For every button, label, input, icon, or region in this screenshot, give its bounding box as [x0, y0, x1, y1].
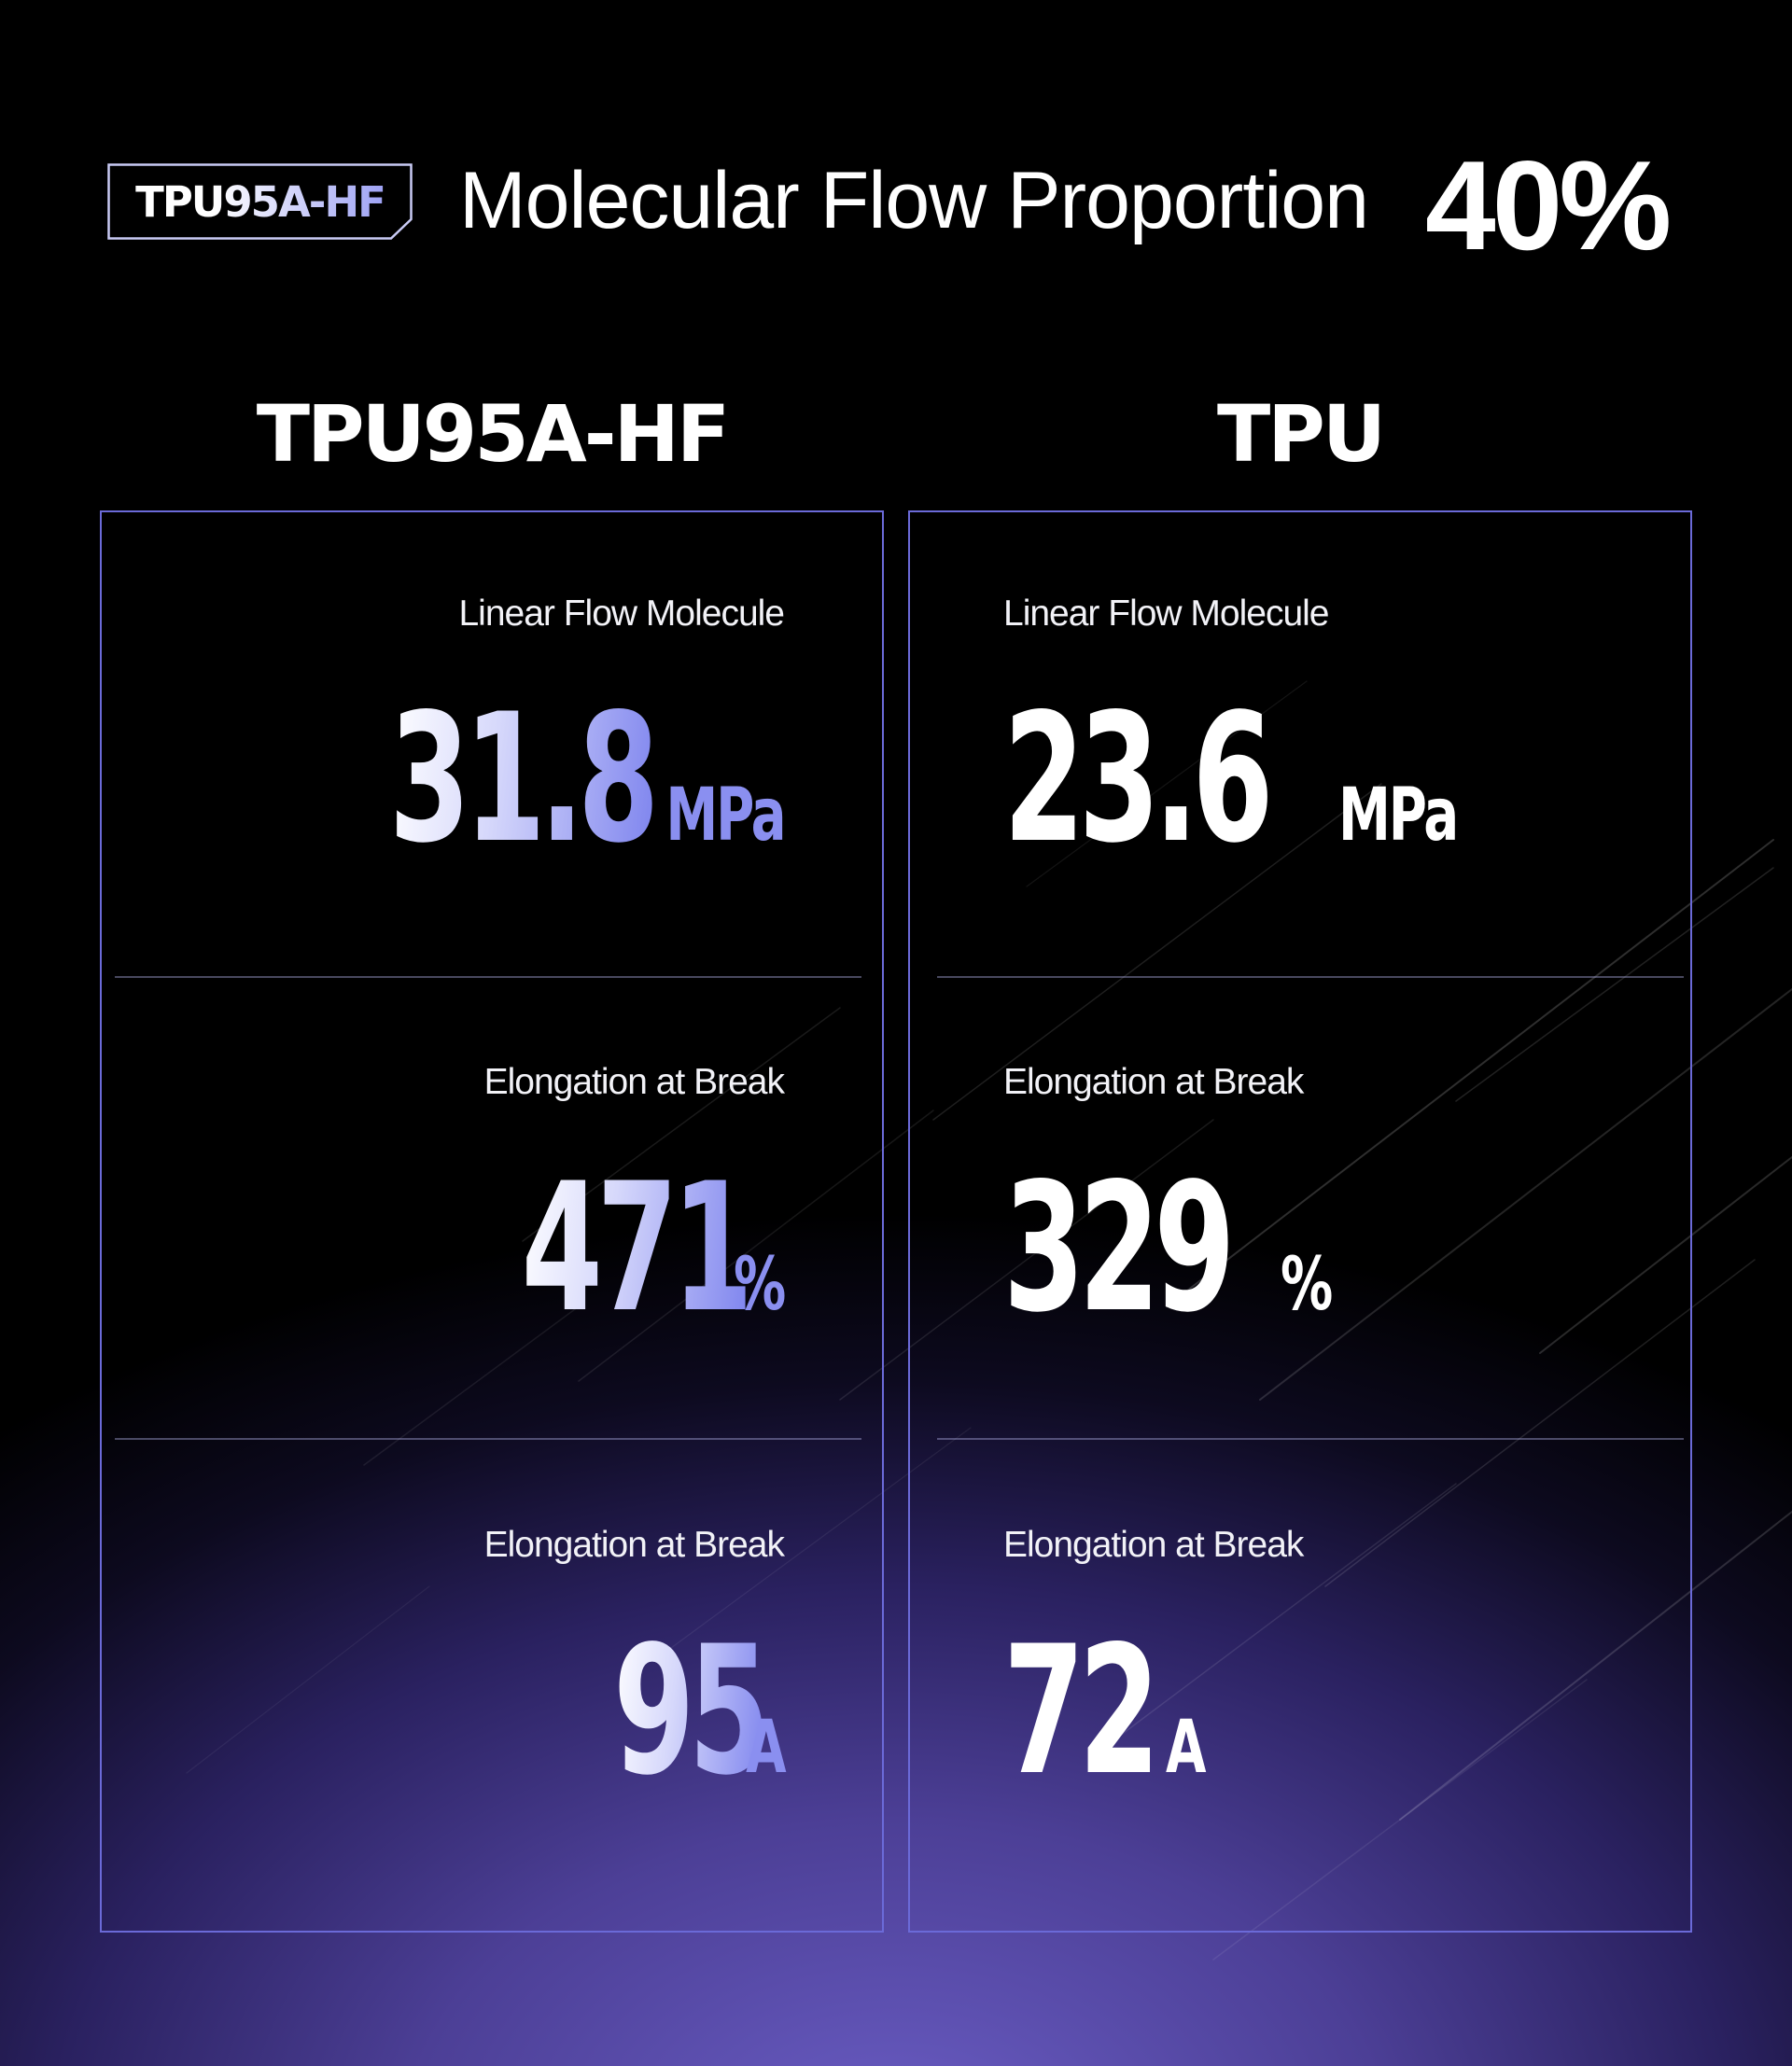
metric-number: 471 [521, 1145, 754, 1351]
metric-value-tensile: 31.8 MPa [253, 676, 786, 882]
metric-unit: % [1280, 1243, 1333, 1327]
metric-number: 23.6 [1003, 676, 1274, 882]
panel-tpu [908, 510, 1692, 1933]
metric-label: Linear Flow Molecule [1003, 593, 1330, 634]
metric-value-tensile: 23.6 MPa [1003, 691, 1503, 868]
metric-label: Elongation at Break [483, 1062, 785, 1102]
metric-value-elongation: 329 % [1003, 1160, 1351, 1337]
metric-value-elongation: 471 % [405, 1145, 786, 1351]
metric-label: Elongation at Break [1003, 1062, 1304, 1102]
metric-label: Elongation at Break [1003, 1525, 1304, 1565]
column-title-tpu: TPU [1216, 388, 1386, 480]
panel-hf [100, 510, 884, 1933]
page-title: Molecular Flow Proportion [459, 156, 1369, 245]
metric-unit: MPa [1337, 774, 1459, 858]
metric-value-hardness: 95 A [536, 1608, 786, 1814]
badge-label: TPU95A-HF [107, 163, 413, 240]
metric-value-hardness: 72 A [1003, 1623, 1220, 1800]
metric-label: Elongation at Break [483, 1525, 785, 1565]
title-percent: 40% [1425, 134, 1672, 276]
metric-number: 329 [1003, 1145, 1236, 1351]
metric-label: Linear Flow Molecule [458, 593, 785, 634]
badge-frame [107, 163, 413, 240]
metric-number: 72 [1003, 1608, 1160, 1814]
divider [937, 1438, 1684, 1440]
column-title-hf: TPU95A-HF [256, 388, 731, 480]
metric-number: 31.8 [388, 676, 660, 882]
metric-unit: A [745, 1706, 786, 1790]
divider [115, 976, 861, 978]
metric-unit: MPa [665, 774, 786, 858]
product-badge: TPU95A-HF [107, 163, 413, 240]
metric-number: 95 [613, 1608, 770, 1814]
metric-unit: A [1166, 1706, 1206, 1790]
metric-unit: % [733, 1243, 786, 1327]
divider [937, 976, 1684, 978]
divider [115, 1438, 861, 1440]
